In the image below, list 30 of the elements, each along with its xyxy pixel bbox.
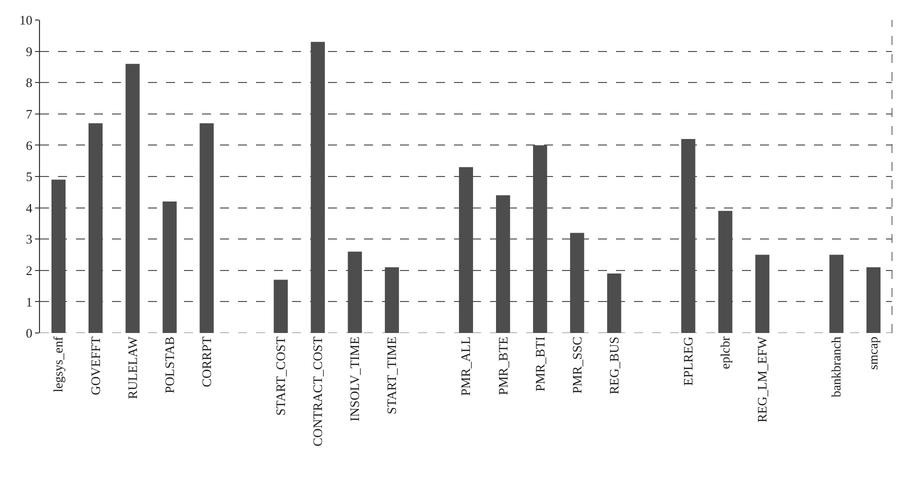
y-tick-label: 4: [26, 200, 33, 216]
y-tick-label: 9: [26, 44, 32, 59]
y-tick-label: 8: [26, 75, 32, 90]
y-tick-label: 2: [26, 262, 32, 278]
x-tick-label: CONTRACT_COST: [310, 336, 326, 446]
y-tick-label: 6: [26, 138, 33, 153]
x-tick-label: REG_BUS: [606, 336, 622, 394]
x-tick-label: RULELAW: [124, 336, 140, 400]
x-tick-label: PMR_BTI: [532, 336, 548, 392]
x-tick-label: PMR_ALL: [458, 336, 474, 396]
x-tick-label: START_COST: [273, 336, 288, 416]
x-tick-label: INSOLV_TIME: [347, 336, 362, 422]
x-tick-label: bankbranch: [828, 336, 844, 398]
y-tick-label: 10: [19, 12, 32, 28]
x-tick-label: POLSTAB: [162, 336, 177, 394]
x-tick-label: legsys_enf: [50, 336, 66, 392]
x-tick-label: smcap: [866, 336, 881, 370]
x-tick-label: eplcbr: [718, 336, 733, 370]
y-tick-label: 5: [26, 169, 32, 184]
y-tick-label: 3: [26, 232, 32, 247]
x-tick-label: EPLREG: [680, 336, 696, 386]
x-tick-label: START_TIME: [384, 336, 400, 414]
y-tick-label: 0: [26, 326, 32, 341]
x-tick-label: PMR_SSC: [569, 336, 584, 394]
y-tick-label: 1: [26, 294, 32, 310]
x-tick-label: PMR_BTE: [495, 336, 510, 396]
y-tick-label: 7: [26, 106, 33, 122]
x-tick-label: GOVEFFT: [88, 336, 103, 396]
x-tick-label: CORRPT: [198, 336, 214, 388]
x-tick-label: REG_LM_EFW: [754, 336, 770, 423]
